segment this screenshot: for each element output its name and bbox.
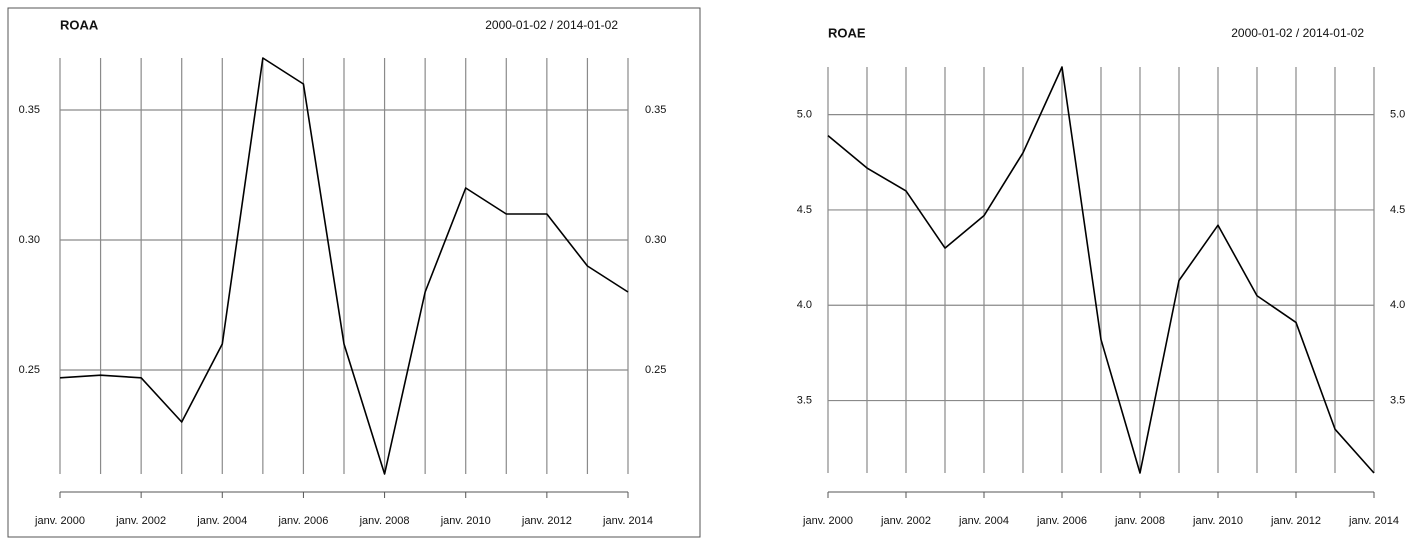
y-tick-label-right: 4.0: [1390, 299, 1405, 311]
data-line: [59, 57, 629, 475]
x-tick-label: janv. 2010: [440, 515, 491, 527]
x-tick-label: janv. 2002: [880, 515, 931, 527]
date-range: 2000-01-02 / 2014-01-02: [485, 18, 618, 32]
y-tick-label-left: 4.0: [797, 299, 812, 311]
x-tick-label: janv. 2006: [277, 515, 328, 527]
chart-title: ROAE: [828, 25, 866, 40]
x-tick-label: janv. 2000: [34, 515, 85, 527]
x-tick-label: janv. 2004: [196, 515, 247, 527]
x-tick-label: janv. 2012: [521, 515, 572, 527]
y-tick-label-right: 5.0: [1390, 109, 1405, 121]
x-tick-label: janv. 2006: [1036, 515, 1087, 527]
x-tick-label: janv. 2008: [1114, 515, 1165, 527]
x-tick-label: janv. 2008: [359, 515, 410, 527]
date-range: 2000-01-02 / 2014-01-02: [1231, 26, 1364, 40]
x-tick-label: janv. 2000: [802, 515, 853, 527]
x-tick-label: janv. 2014: [1348, 515, 1399, 527]
y-tick-label-left: 3.5: [797, 394, 812, 406]
y-tick-label-right: 0.25: [645, 364, 666, 376]
x-tick-label: janv. 2002: [115, 515, 166, 527]
chart-title: ROAA: [60, 17, 99, 32]
panel-frame: [7, 7, 701, 538]
y-tick-label-right: 0.30: [645, 234, 666, 246]
y-tick-label-left: 0.30: [19, 234, 40, 246]
y-tick-label-right: 4.5: [1390, 204, 1405, 216]
x-tick-label: janv. 2010: [1192, 515, 1243, 527]
y-tick-label-left: 0.35: [19, 104, 40, 116]
x-tick-label: janv. 2012: [1270, 515, 1321, 527]
x-tick-label: janv. 2004: [958, 515, 1009, 527]
y-tick-label-left: 4.5: [797, 204, 812, 216]
y-tick-label-left: 5.0: [797, 109, 812, 121]
y-tick-label-right: 3.5: [1390, 394, 1405, 406]
y-tick-label-right: 0.35: [645, 104, 666, 116]
data-line: [827, 66, 1375, 474]
y-tick-label-left: 0.25: [19, 364, 40, 376]
x-tick-label: janv. 2014: [602, 515, 653, 527]
